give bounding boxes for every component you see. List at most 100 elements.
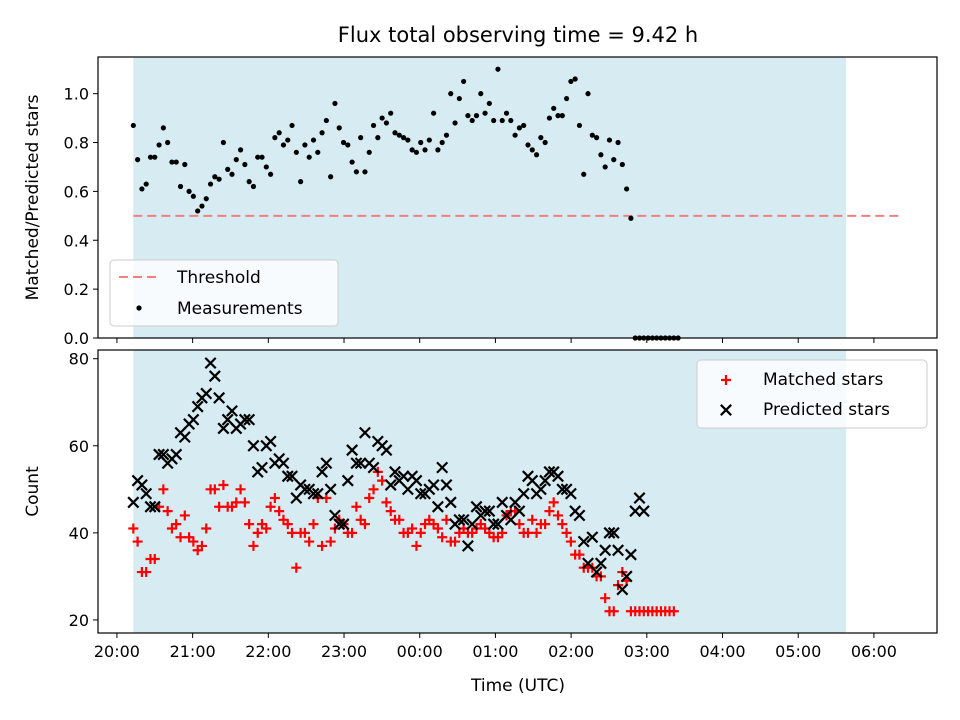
predicted-star-point: [333, 518, 346, 531]
matched-star-point: [287, 527, 298, 538]
predicted-star-point: [397, 470, 410, 483]
matched-star-point: [149, 553, 160, 564]
predicted-star-point: [307, 487, 320, 500]
measurement-point: [199, 203, 205, 209]
y-tick-label: 40: [69, 524, 89, 543]
measurement-point: [473, 113, 480, 119]
measurement-point: [512, 132, 518, 138]
legend-label-predicted: Predicted stars: [763, 400, 890, 420]
measurement-point: [456, 95, 462, 102]
matched-star-point: [552, 510, 563, 521]
matched-star-point: [394, 514, 405, 525]
measurement-point: [461, 78, 467, 85]
measurement-point: [409, 147, 415, 153]
y-tick-label: 0.6: [64, 182, 89, 201]
measurement-point: [229, 171, 235, 177]
legend-label-threshold: Threshold: [176, 268, 261, 288]
x-axis-label: Time (UTC): [470, 676, 565, 696]
predicted-star-point: [629, 505, 642, 518]
measurement-point: [589, 132, 595, 138]
measurement-point: [366, 149, 372, 155]
measurement-point: [598, 152, 604, 158]
measurement-point: [426, 137, 432, 143]
measurement-point: [310, 137, 317, 143]
matched-star-point: [158, 484, 169, 495]
predicted-star-point: [517, 487, 530, 500]
predicted-star-point: [226, 404, 238, 417]
predicted-star-point: [637, 505, 650, 518]
matched-star-point: [179, 510, 190, 521]
measurement-point: [521, 122, 527, 129]
predicted-star-point: [440, 478, 453, 491]
predicted-star-point: [341, 474, 354, 487]
x-tick-label: 23:00: [321, 642, 367, 661]
measurement-point: [516, 125, 522, 131]
predicted-star-point: [354, 457, 367, 470]
measurement-point: [546, 115, 553, 121]
matched-star-point: [261, 523, 272, 534]
matched-star-point: [368, 484, 379, 495]
measurement-point: [293, 149, 299, 155]
predicted-star-point: [594, 557, 607, 570]
measurement-point: [572, 76, 578, 82]
matched-star-point: [239, 497, 250, 508]
predicted-star-point: [200, 387, 213, 400]
measurement-point: [529, 147, 535, 153]
predicted-star-point: [264, 435, 277, 448]
predicted-star-point: [513, 505, 526, 518]
predicted-star-point: [603, 526, 616, 539]
measurement-point: [551, 105, 557, 111]
measurement-point: [439, 139, 445, 146]
measurement-point: [173, 159, 179, 165]
predicted-star-point: [256, 461, 268, 474]
predicted-star-point: [624, 548, 637, 561]
matched-star-point: [132, 536, 143, 547]
predicted-star-point: [311, 487, 324, 500]
legend-measurement-swatch: [136, 305, 142, 311]
matched-star-point: [128, 523, 139, 534]
top-legend: Threshold Measurements: [109, 259, 339, 327]
predicted-star-point: [127, 496, 140, 509]
predicted-star-point: [358, 426, 371, 439]
measurement-point: [345, 142, 351, 148]
predicted-star-point: [414, 487, 427, 500]
measurement-point: [624, 186, 630, 192]
y-tick-label: 1.0: [64, 85, 89, 104]
measurement-point: [207, 181, 214, 187]
measurement-point: [628, 215, 634, 221]
measurement-point: [448, 91, 454, 97]
matched-star-point: [196, 540, 207, 551]
matched-star-point: [252, 527, 263, 538]
matched-star-point: [351, 501, 362, 512]
measurement-point: [349, 159, 355, 165]
predicted-star-point: [148, 500, 161, 513]
matched-star-point: [231, 497, 242, 508]
matched-star-point: [415, 527, 426, 538]
measurement-point: [332, 100, 338, 107]
legend-box: [696, 359, 928, 429]
measurement-point: [435, 147, 441, 153]
predicted-star-point: [479, 505, 492, 518]
measurement-point: [280, 142, 287, 148]
measurement-point: [186, 188, 192, 194]
measurement-point: [576, 122, 583, 129]
measurement-point: [563, 95, 570, 102]
measurement-point: [452, 120, 458, 126]
predicted-star-point: [178, 431, 191, 444]
matched-star-point: [248, 540, 259, 551]
x-tick-label: 22:00: [245, 642, 291, 661]
predicted-star-point: [577, 535, 590, 548]
legend-box: [109, 259, 339, 327]
measurement-point: [482, 110, 488, 116]
y-tick-label: 60: [69, 437, 89, 456]
measurement-point: [336, 125, 342, 131]
measurement-point: [195, 208, 201, 214]
measurement-point: [499, 117, 505, 124]
matched-star-point: [600, 593, 611, 604]
matched-star-point: [201, 523, 212, 534]
predicted-star-point: [298, 483, 311, 496]
x-tick-label: 20:00: [94, 642, 140, 661]
measurement-point: [233, 157, 239, 163]
matched-star-point: [531, 527, 542, 538]
matched-star-point: [235, 484, 246, 495]
